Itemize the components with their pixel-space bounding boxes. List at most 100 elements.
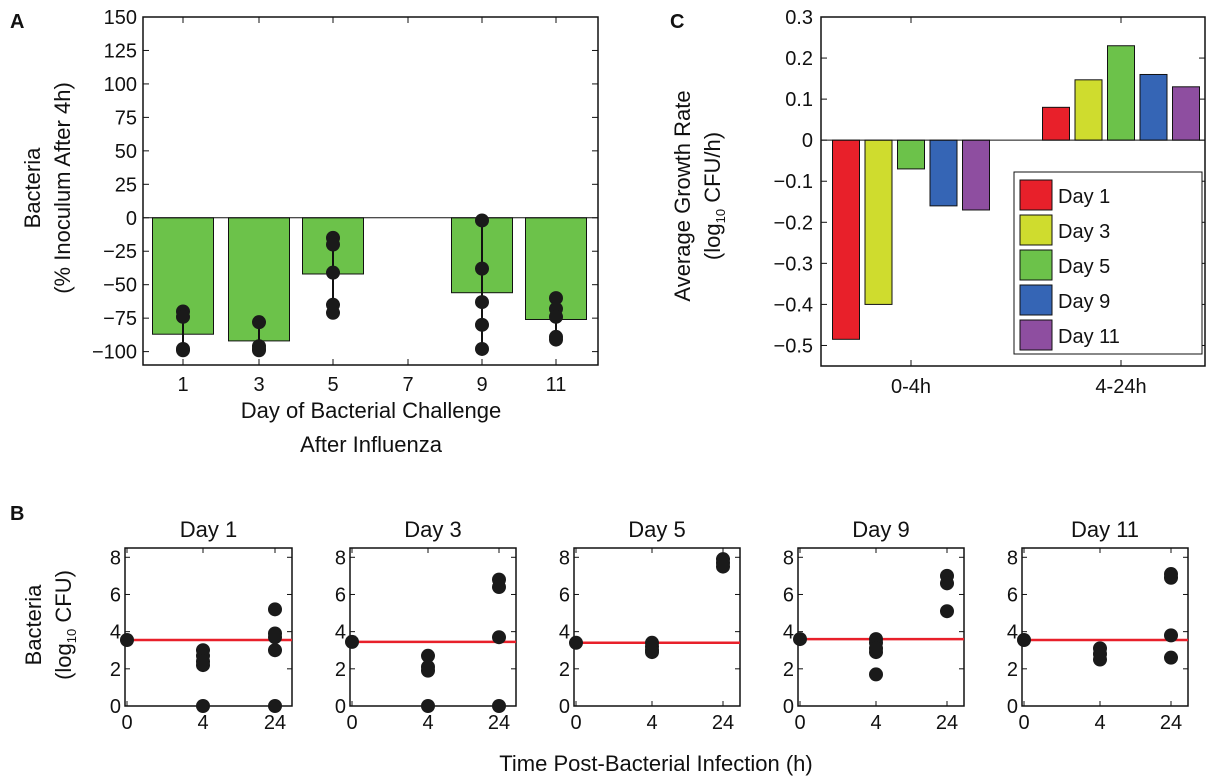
data-point bbox=[869, 667, 883, 682]
bar-day-9 bbox=[929, 139, 958, 207]
legend-label: Day 11 bbox=[1058, 326, 1120, 348]
data-point bbox=[492, 580, 506, 595]
data-point bbox=[326, 305, 340, 320]
legend-swatch bbox=[1019, 319, 1053, 351]
y-tick-label: 8 bbox=[559, 547, 570, 569]
legend-swatch bbox=[1019, 284, 1053, 316]
bar-day-3 bbox=[1074, 79, 1103, 141]
axes-box bbox=[1021, 547, 1189, 707]
y-tick-label: 0 bbox=[1007, 696, 1018, 718]
data-point bbox=[1164, 570, 1178, 585]
data-point bbox=[120, 633, 134, 648]
data-point bbox=[421, 648, 435, 663]
y-tick-label: 0 bbox=[126, 208, 137, 230]
x-tick-label: 4 bbox=[646, 712, 657, 734]
data-point bbox=[268, 643, 282, 658]
y-tick-label: 4 bbox=[559, 622, 570, 644]
bar-day-3 bbox=[864, 139, 893, 305]
chart-a: 150 125 100 75 50 25 0 −25 −50 −75 −100 1 3 5 7 9 11 Day … bbox=[20, 7, 599, 457]
y-tick-label: −50 bbox=[103, 275, 137, 297]
x-axis-label: After Influenza bbox=[300, 432, 443, 457]
y-tick-label: 2 bbox=[1007, 659, 1018, 681]
y-tick-label: −0.3 bbox=[774, 253, 813, 275]
y-tick-label: 100 bbox=[104, 74, 137, 96]
data-point bbox=[475, 213, 489, 228]
data-point bbox=[793, 632, 807, 647]
data-point bbox=[645, 645, 659, 660]
data-point bbox=[475, 261, 489, 276]
x-tick-label: 4 bbox=[197, 712, 208, 734]
x-tick-label: 24 bbox=[488, 712, 510, 734]
y-tick-label: 150 bbox=[104, 7, 137, 29]
x-tick-label: 0 bbox=[570, 712, 581, 734]
x-tick-label: 4-24h bbox=[1095, 376, 1146, 398]
y-tick-label: 0.1 bbox=[785, 89, 813, 111]
x-axis-label: Day of Bacterial Challenge bbox=[241, 398, 501, 423]
data-point bbox=[268, 602, 282, 617]
x-tick-label: 1 bbox=[177, 374, 188, 396]
y-tick-label: 50 bbox=[115, 141, 137, 163]
panel-letter-a: A bbox=[10, 11, 24, 33]
y-tick-label: −0.4 bbox=[774, 294, 813, 316]
data-point bbox=[196, 658, 210, 673]
data-point bbox=[1017, 633, 1031, 648]
x-tick-label: 0 bbox=[346, 712, 357, 734]
y-tick-label: 0 bbox=[802, 130, 813, 152]
y-tick-label: 0.3 bbox=[785, 7, 813, 29]
bar-day-1 bbox=[1042, 106, 1070, 141]
y-tick-label: −100 bbox=[92, 342, 137, 364]
legend-label: Day 3 bbox=[1058, 221, 1110, 243]
x-tick-label: 5 bbox=[327, 374, 338, 396]
y-tick-label: 6 bbox=[110, 584, 121, 606]
data-point bbox=[549, 309, 563, 324]
axes-box bbox=[820, 16, 1206, 367]
data-point bbox=[475, 317, 489, 332]
x-tick-label: 4 bbox=[1094, 712, 1105, 734]
subplot-title: Day 9 bbox=[852, 517, 909, 542]
y-tick-label: −0.5 bbox=[774, 335, 813, 357]
bar-day-5 bbox=[1107, 45, 1135, 141]
y-tick-label: −25 bbox=[103, 241, 137, 263]
legend-label: Day 9 bbox=[1058, 291, 1110, 313]
y-tick-label: −0.2 bbox=[774, 212, 813, 234]
axes-box bbox=[797, 547, 965, 707]
x-tick-label: 0 bbox=[794, 712, 805, 734]
y-tick-label: 4 bbox=[335, 622, 346, 644]
y-tick-label: 0 bbox=[783, 696, 794, 718]
y-tick-label: 2 bbox=[110, 659, 121, 681]
data-point bbox=[252, 315, 266, 330]
y-tick-label: 0.2 bbox=[785, 48, 813, 70]
x-tick-label: 24 bbox=[936, 712, 958, 734]
data-point bbox=[569, 635, 583, 650]
x-tick-label: 0 bbox=[1018, 712, 1029, 734]
y-tick-label: 0 bbox=[559, 696, 570, 718]
data-point bbox=[1164, 650, 1178, 665]
y-tick-label: 0 bbox=[110, 696, 121, 718]
x-tick-label: 24 bbox=[1160, 712, 1182, 734]
data-point bbox=[326, 265, 340, 280]
x-tick-label: 24 bbox=[264, 712, 286, 734]
data-point bbox=[268, 630, 282, 645]
legend-swatch bbox=[1019, 179, 1053, 211]
y-tick-label: 4 bbox=[110, 622, 121, 644]
data-point bbox=[1164, 628, 1178, 643]
data-point bbox=[176, 309, 190, 324]
data-point bbox=[326, 237, 340, 252]
y-tick-label: 2 bbox=[559, 659, 570, 681]
x-tick-label: 24 bbox=[712, 712, 734, 734]
data-point bbox=[492, 630, 506, 645]
y-axis-label: Bacteria (% Inoculum After 4h) bbox=[20, 82, 75, 294]
x-axis-label: Time Post-Bacterial Infection (h) bbox=[499, 751, 812, 776]
data-point bbox=[268, 699, 282, 713]
subplot-title: Day 3 bbox=[404, 517, 461, 542]
chart-c: 0.3 0.2 0.1 0 −0.1 −0.2 −0.3 −0.4 −0.5 0-4h 4-24h D… bbox=[670, 7, 1206, 398]
y-tick-label: 8 bbox=[110, 547, 121, 569]
x-tick-label: 11 bbox=[546, 374, 567, 396]
y-tick-label: 25 bbox=[115, 174, 137, 196]
legend-swatch bbox=[1019, 214, 1053, 246]
